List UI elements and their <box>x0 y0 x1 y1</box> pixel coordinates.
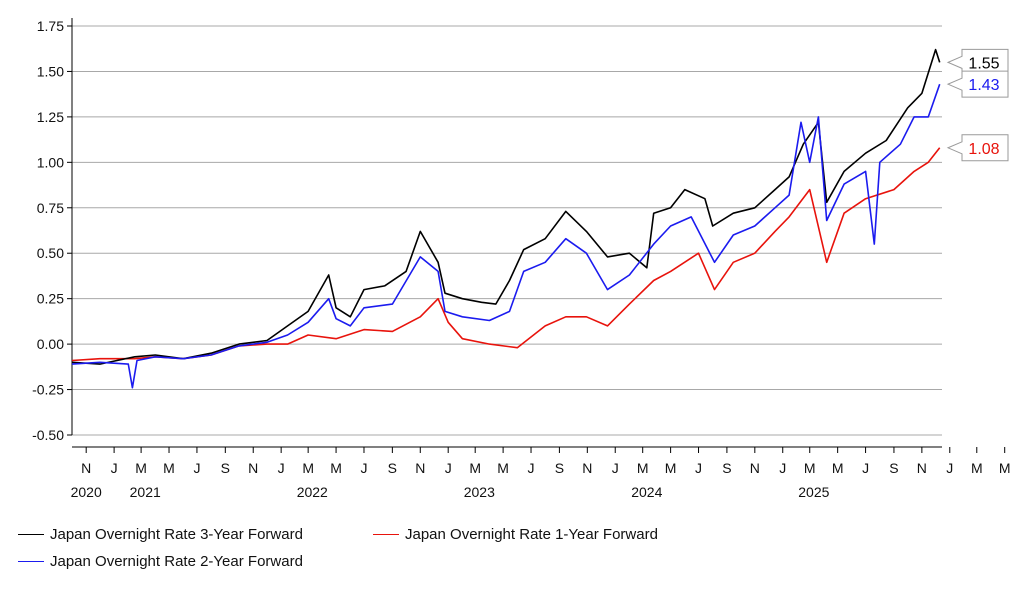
x-tick-label: M <box>469 460 481 476</box>
y-tick-label: 0.50 <box>37 245 64 261</box>
x-year-label: 2025 <box>798 484 829 500</box>
series-line-2y <box>71 83 941 389</box>
x-tick-label: J <box>528 460 535 476</box>
x-tick-label: N <box>750 460 760 476</box>
y-tick-label: 0.00 <box>37 336 64 352</box>
legend-label-2y: Japan Overnight Rate 2-Year Forward <box>50 553 303 570</box>
x-tick-label: S <box>388 460 397 476</box>
series-lines <box>71 48 941 389</box>
x-tick-label: M <box>665 460 677 476</box>
x-tick-label: M <box>163 460 175 476</box>
legend-item-1y: Japan Overnight Rate 1-Year Forward <box>373 526 658 543</box>
x-tick-label: M <box>999 460 1011 476</box>
x-tick-label: J <box>946 460 953 476</box>
grid-lines <box>72 25 942 436</box>
legend-item-2y: Japan Overnight Rate 2-Year Forward <box>18 553 303 570</box>
y-tick-label: 1.75 <box>37 18 64 34</box>
x-tick-label: M <box>497 460 509 476</box>
x-tick-label: M <box>330 460 342 476</box>
x-tick-label: J <box>612 460 619 476</box>
x-tick-label: J <box>360 460 367 476</box>
series-line-1y <box>71 147 941 362</box>
x-tick-label: J <box>695 460 702 476</box>
end-label-value: 1.43 <box>968 77 999 94</box>
x-year-label: 2020 <box>71 484 102 500</box>
legend-item-3y: Japan Overnight Rate 3-Year Forward <box>18 526 303 543</box>
end-label-value: 1.55 <box>968 55 999 72</box>
x-year-label: 2022 <box>297 484 328 500</box>
x-year-label: 2023 <box>464 484 495 500</box>
x-tick-label: J <box>862 460 869 476</box>
x-tick-label: N <box>917 460 927 476</box>
x-tick-label: J <box>111 460 118 476</box>
x-tick-label: N <box>415 460 425 476</box>
legend-label-1y: Japan Overnight Rate 1-Year Forward <box>405 526 658 543</box>
x-tick-label: S <box>221 460 230 476</box>
x-tick-label: N <box>582 460 592 476</box>
x-tick-label: J <box>445 460 452 476</box>
x-axis: NJMMJSNJMMJSNJMMJSNJMMJSNJMMJSNJMMJSN202… <box>71 446 1011 500</box>
x-tick-label: S <box>555 460 564 476</box>
y-tick-label: 1.25 <box>37 109 64 125</box>
y-tick-label: 1.00 <box>37 154 64 170</box>
x-tick-label: J <box>278 460 285 476</box>
x-tick-label: S <box>722 460 731 476</box>
y-axis: 1.75 1.50 1.25 1.00 0.75 0.50 0.25 0.00 -0.25 -0.… <box>32 18 73 443</box>
x-tick-label: M <box>804 460 816 476</box>
y-tick-label: 0.25 <box>37 291 64 307</box>
legend-swatch-1y <box>373 534 399 535</box>
x-tick-label: M <box>637 460 649 476</box>
legend-swatch-2y <box>18 561 44 562</box>
y-tick-label: -0.50 <box>32 427 64 443</box>
y-tick-label: 1.50 <box>37 63 64 79</box>
end-value-labels: 1.55 1.08 1.43 <box>946 48 1009 162</box>
x-tick-label: S <box>889 460 898 476</box>
end-label-box <box>946 134 1009 162</box>
x-tick-label: M <box>302 460 314 476</box>
x-year-label: 2021 <box>130 484 161 500</box>
end-label-value: 1.08 <box>968 141 999 158</box>
x-year-label: 2024 <box>631 484 662 500</box>
x-tick-label: J <box>779 460 786 476</box>
y-tick-label: -0.25 <box>32 382 64 398</box>
x-tick-label: N <box>248 460 258 476</box>
x-tick-label: M <box>832 460 844 476</box>
x-tick-label: N <box>81 460 91 476</box>
series-line-3y <box>71 48 941 365</box>
x-tick-label: M <box>971 460 983 476</box>
end-label-box <box>946 70 1009 98</box>
legend-swatch-3y <box>18 534 44 535</box>
x-tick-label: J <box>193 460 200 476</box>
y-tick-label: 0.75 <box>37 200 64 216</box>
legend-label-3y: Japan Overnight Rate 3-Year Forward <box>50 526 303 543</box>
x-tick-label: M <box>135 460 147 476</box>
